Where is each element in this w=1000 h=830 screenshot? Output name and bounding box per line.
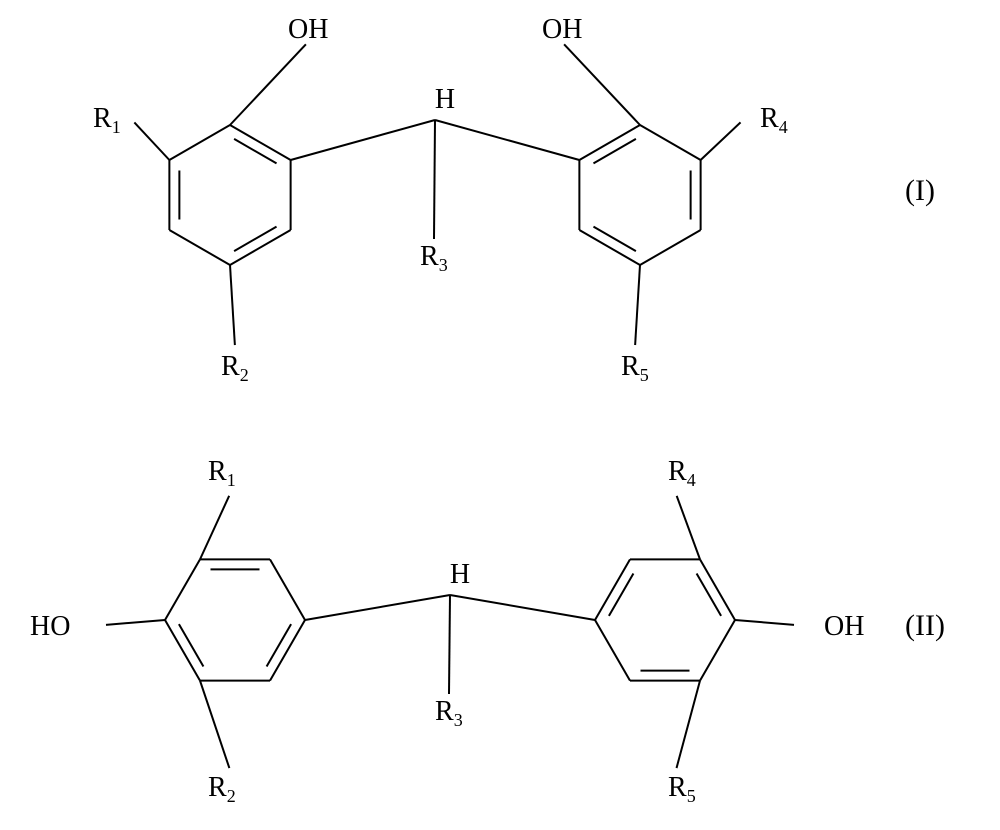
svg-text:R2: R2 xyxy=(221,351,249,385)
svg-text:R5: R5 xyxy=(621,351,649,385)
svg-text:R4: R4 xyxy=(668,456,696,490)
svg-text:R2: R2 xyxy=(208,772,236,806)
svg-text:OH: OH xyxy=(542,14,582,45)
svg-text:OH: OH xyxy=(824,611,864,642)
svg-text:R4: R4 xyxy=(760,103,788,137)
svg-text:R3: R3 xyxy=(420,241,448,275)
svg-text:HO: HO xyxy=(30,611,70,642)
svg-text:(II): (II) xyxy=(905,609,945,642)
svg-text:H: H xyxy=(450,559,470,590)
svg-text:(I): (I) xyxy=(905,174,935,207)
svg-text:R1: R1 xyxy=(208,456,236,490)
chemical-structures-diagram: OH R1 R2 OH R4 R5 H R3 (I) HO R1 R2 OH R4 R5 H R3 (II) xyxy=(0,0,1000,830)
svg-text:OH: OH xyxy=(288,14,328,45)
svg-text:R5: R5 xyxy=(668,772,696,806)
svg-text:R3: R3 xyxy=(435,696,463,730)
svg-text:R1: R1 xyxy=(93,103,121,137)
svg-text:H: H xyxy=(435,84,455,115)
